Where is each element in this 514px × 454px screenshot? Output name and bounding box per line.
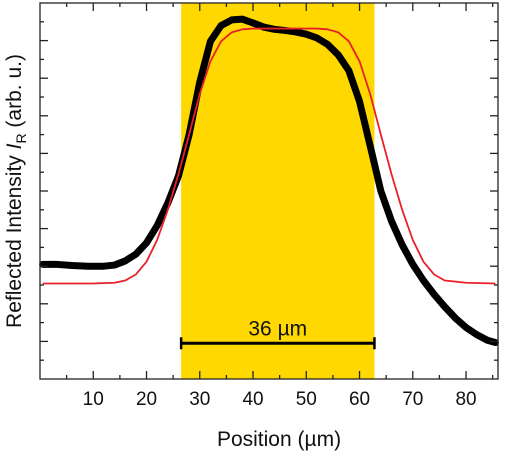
data-point — [452, 314, 459, 322]
x-tick-label: 20 — [136, 389, 157, 410]
data-point — [196, 78, 203, 86]
data-point — [153, 222, 161, 229]
x-tick-label: 70 — [402, 389, 423, 410]
y-axis-label: Reflected Intensity IR (arb. u.) — [3, 54, 29, 328]
x-tick-label: 80 — [455, 389, 476, 410]
data-point — [111, 261, 118, 269]
data-point — [228, 16, 235, 24]
x-axis-label: Position (µm) — [217, 428, 341, 451]
data-point — [239, 15, 246, 23]
data-point — [100, 263, 108, 270]
data-point — [356, 98, 363, 105]
data-point — [217, 22, 225, 29]
data-point — [313, 34, 321, 42]
data-point — [122, 257, 129, 265]
data-point — [366, 142, 374, 150]
data-point — [143, 239, 150, 247]
data-point — [473, 331, 480, 338]
data-point — [303, 31, 310, 38]
series-layer — [39, 15, 499, 347]
data-point — [377, 187, 385, 195]
y-axis-label-subscript: R — [13, 133, 29, 143]
data-point — [249, 19, 257, 27]
data-point — [462, 324, 470, 331]
data-point — [345, 67, 353, 74]
data-point — [430, 291, 438, 298]
axes-layer: 10 20 30 40 50 60 70 80 — [39, 2, 499, 410]
y-axis-label-unit: (arb. u.) — [3, 54, 26, 133]
y-axis-label-symbol: I — [3, 143, 26, 149]
y-axis-label-main: Reflected Intensity — [3, 149, 26, 328]
data-point — [68, 262, 76, 269]
data-point — [441, 303, 448, 311]
data-point — [420, 277, 427, 284]
data-point — [207, 38, 214, 45]
data-point — [484, 337, 491, 344]
data-point — [398, 241, 406, 248]
data-point — [335, 51, 342, 59]
data-point — [388, 217, 395, 225]
data-point — [52, 261, 60, 268]
data-point — [84, 263, 92, 270]
scale-bar: 36 µm — [179, 317, 376, 350]
x-tick-label: 30 — [189, 389, 210, 410]
x-tick-label: 60 — [349, 389, 370, 410]
x-tick-label: 50 — [296, 389, 317, 410]
scale-bar-label: 36 µm — [248, 317, 307, 340]
data-point — [409, 261, 416, 268]
data-point — [324, 41, 331, 48]
x-tick-label: 10 — [83, 389, 104, 410]
fit-line-1 — [42, 27, 496, 285]
data-point — [292, 28, 299, 36]
x-tick-label: 40 — [242, 389, 263, 410]
data-point — [132, 250, 140, 258]
